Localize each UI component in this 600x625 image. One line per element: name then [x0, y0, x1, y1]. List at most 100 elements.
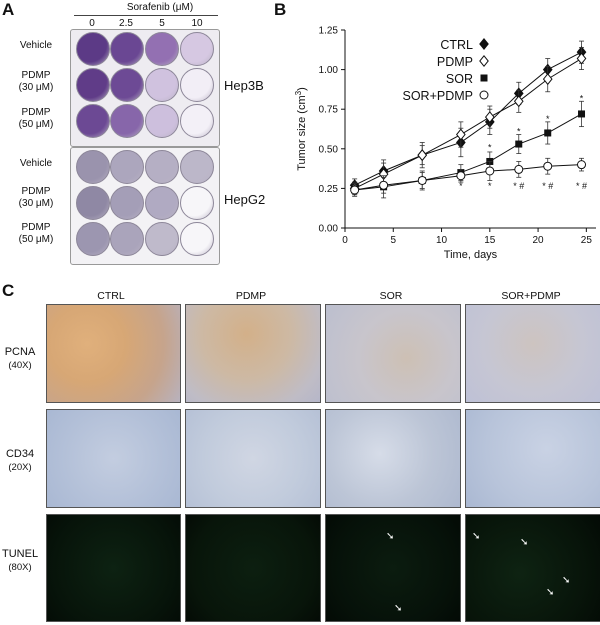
significance-mark: *	[546, 114, 550, 124]
data-point-SOR+PDMP	[379, 180, 389, 190]
significance-mark: *	[488, 142, 492, 152]
row-label-cd34: CD34 (20X)	[5, 448, 35, 473]
y-tick-label: 0.50	[319, 144, 339, 155]
data-point-SOR	[515, 140, 523, 148]
data-point-SOR	[544, 129, 552, 137]
micrograph-tunel-ctrl	[46, 514, 181, 622]
dose-label-0: 0	[89, 18, 95, 29]
hep3b-row-vehicle-label: Vehicle	[19, 40, 53, 51]
hep3b-row-pdmp30-label: PDMP (30 μM)	[18, 70, 54, 93]
hepg2-well	[76, 186, 110, 220]
micrograph-cd34-sor-pdmp	[465, 409, 600, 508]
hepg2-well	[180, 186, 214, 220]
data-point-PDMP	[456, 128, 466, 141]
hepg2-row-vehicle-label: Vehicle	[19, 158, 53, 169]
y-tick-label: 0.00	[319, 224, 339, 235]
significance-mark: *	[517, 127, 521, 137]
apoptosis-arrow-icon: ➘	[472, 531, 481, 542]
y-axis-label: Tumor size (cm3)	[294, 87, 309, 171]
micrograph-cd34-ctrl	[46, 409, 181, 508]
hep3b-well	[76, 32, 110, 66]
x-tick-label: 0	[342, 235, 348, 246]
micrograph-tunel-sor-pdmp: ➘ ➘ ➘ ➘	[465, 514, 600, 622]
column-label-ctrl: CTRL	[97, 290, 125, 302]
hep3b-well	[110, 68, 144, 102]
data-point-SOR+PDMP	[485, 166, 495, 176]
hep3b-well	[145, 32, 179, 66]
dose-label-2.5: 2.5	[119, 18, 133, 29]
y-tick-label: 0.25	[319, 184, 339, 195]
significance-mark: * #	[542, 181, 553, 191]
significance-mark: * #	[576, 181, 587, 191]
series-line-PDMP	[354, 58, 582, 189]
hep3b-cell-line-label: Hep3B	[224, 78, 264, 93]
micrograph-tunel-sor: ➘ ➘	[325, 514, 461, 622]
hepg2-row-pdmp50-label: PDMP (50 μM)	[18, 222, 54, 245]
legend-label-CTRL: CTRL	[440, 38, 473, 52]
micrograph-cd34-pdmp	[185, 409, 321, 508]
hep3b-well	[180, 32, 214, 66]
significance-mark: *	[488, 181, 492, 191]
hepg2-well	[110, 222, 144, 256]
apoptosis-arrow-icon: ➘	[562, 575, 571, 586]
micrograph-pcna-pdmp	[185, 304, 321, 403]
hep3b-well	[76, 104, 110, 138]
hep3b-well	[145, 68, 179, 102]
dose-label-5: 5	[159, 18, 165, 29]
significance-mark: *	[580, 93, 584, 103]
legend-marker-SOR	[480, 74, 488, 82]
y-tick-label: 1.25	[319, 26, 339, 37]
x-tick-label: 25	[581, 235, 593, 246]
x-tick-label: 20	[533, 235, 545, 246]
significance-mark: * #	[513, 181, 524, 191]
hepg2-well	[110, 150, 144, 184]
data-point-SOR+PDMP	[417, 175, 427, 185]
y-tick-label: 1.00	[319, 65, 339, 76]
series-line-SOR	[354, 113, 582, 191]
y-tick-label: 0.75	[319, 105, 339, 116]
legend-label-SOR: SOR	[446, 72, 473, 86]
hepg2-well	[145, 150, 179, 184]
hep3b-well	[76, 68, 110, 102]
hepg2-well	[180, 150, 214, 184]
legend-label-PDMP: PDMP	[437, 55, 473, 69]
data-point-SOR+PDMP	[543, 161, 553, 171]
legend-marker-SOR+PDMP	[479, 90, 489, 100]
data-point-SOR	[578, 110, 586, 118]
sorafenib-underline	[74, 15, 218, 16]
apoptosis-arrow-icon: ➘	[546, 587, 555, 598]
legend-label-SOR+PDMP: SOR+PDMP	[402, 89, 473, 103]
dose-label-10: 10	[191, 18, 203, 29]
micrograph-cd34-sor	[325, 409, 461, 508]
data-point-SOR+PDMP	[577, 160, 587, 170]
apoptosis-arrow-icon: ➘	[520, 537, 529, 548]
hepg2-well	[180, 222, 214, 256]
panel-a-letter: A	[2, 0, 15, 19]
legend-marker-CTRL	[479, 38, 489, 50]
data-point-PDMP	[513, 95, 524, 108]
x-tick-label: 10	[436, 235, 448, 246]
data-point-SOR+PDMP	[350, 185, 360, 195]
micrograph-pcna-sor-pdmp	[465, 304, 600, 403]
series-line-SOR+PDMP	[354, 164, 582, 191]
column-label-pdmp: PDMP	[235, 290, 267, 302]
hepg2-well	[76, 150, 110, 184]
x-tick-label: 15	[484, 235, 496, 246]
data-point-PDMP	[484, 111, 495, 124]
x-axis-label: Time, days	[444, 249, 498, 261]
series-line-CTRL	[354, 51, 582, 186]
hep3b-row-pdmp50-label: PDMP (50 μM)	[18, 107, 54, 130]
apoptosis-arrow-icon: ➘	[394, 603, 403, 614]
row-label-tunel: TUNEL (80X)	[2, 548, 39, 573]
legend-marker-PDMP	[479, 55, 489, 67]
micrograph-pcna-sor	[325, 304, 461, 403]
hep3b-well	[145, 104, 179, 138]
apoptosis-arrow-icon: ➘	[386, 531, 395, 542]
hep3b-well	[180, 68, 214, 102]
micrograph-pcna-ctrl	[46, 304, 181, 403]
row-label-pcna: PCNA (40X)	[4, 346, 36, 371]
hepg2-well	[110, 186, 144, 220]
data-point-SOR+PDMP	[514, 164, 524, 174]
data-point-SOR+PDMP	[456, 171, 466, 181]
micrograph-tunel-pdmp	[185, 514, 321, 622]
